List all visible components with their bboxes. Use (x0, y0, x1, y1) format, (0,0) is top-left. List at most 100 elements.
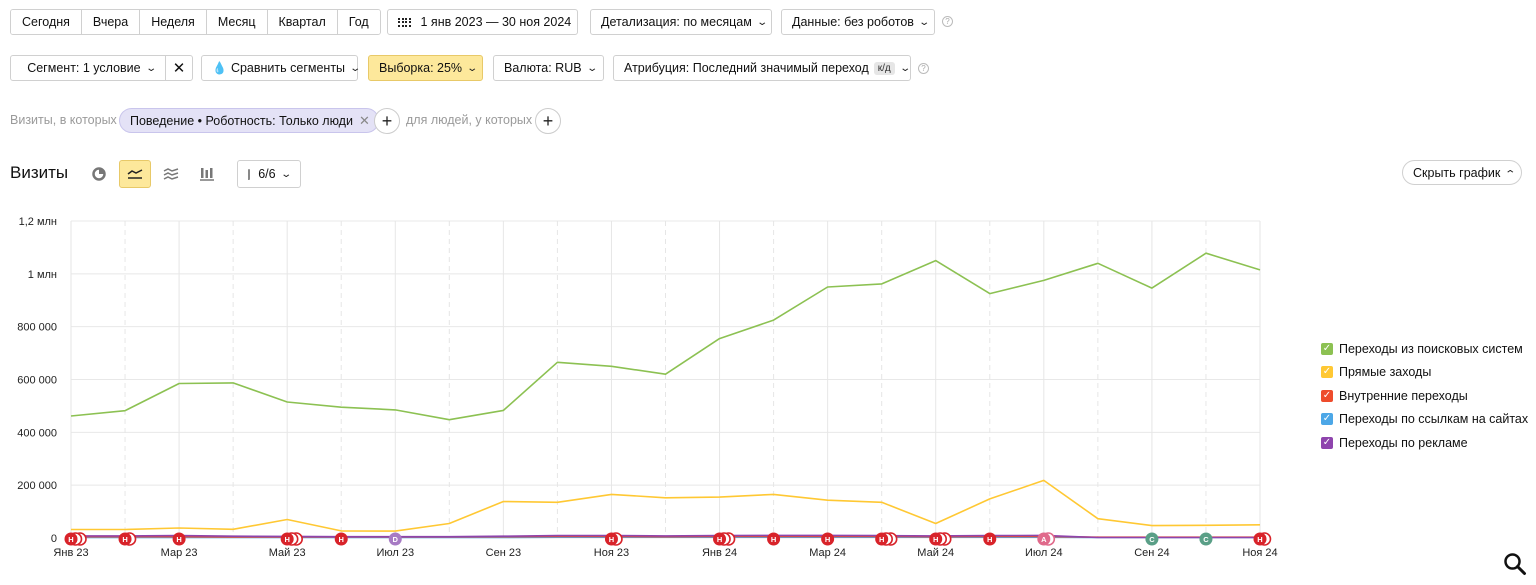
segment-label: Сегмент: 1 условие (27, 61, 141, 75)
period-month[interactable]: Месяц (206, 10, 268, 34)
y-tick-label: 200 000 (17, 480, 57, 492)
segment-clear-button[interactable]: ✕ (165, 55, 193, 81)
chevron-down-icon: ⌄ (466, 62, 479, 74)
detail-dropdown[interactable]: Детализация: по месяцам ⌄ (590, 9, 772, 35)
period-today[interactable]: Сегодня (11, 10, 82, 34)
checkbox-icon[interactable]: ✓ (1321, 413, 1333, 426)
hide-chart-label: Скрыть график (1413, 165, 1501, 180)
x-tick-label: Мар 24 (809, 547, 846, 559)
chevron-down-icon: ⌄ (144, 62, 157, 74)
period-quarter[interactable]: Квартал (267, 10, 338, 34)
bar-chart-toggle[interactable] (191, 160, 223, 188)
area-chart-toggle[interactable] (155, 160, 187, 188)
annotations-dropdown[interactable]: 6/6 ⌄ (237, 160, 301, 188)
annotation-marker (1199, 532, 1213, 546)
chevron-up-icon: ⌄ (1504, 167, 1517, 178)
annotation-marker (875, 532, 889, 546)
annotation-marker (280, 532, 294, 546)
series-line (71, 479, 1261, 532)
y-tick-label: 0 (51, 533, 57, 545)
period-yesterday[interactable]: Вчера (81, 10, 141, 34)
annotation-marker-label: Н (609, 535, 614, 544)
annotation-marker-label: Н (987, 535, 992, 544)
x-tick-label: Июл 24 (1025, 547, 1063, 559)
legend-item[interactable]: ✓ Переходы по рекламе (1321, 431, 1528, 455)
x-tick-label: Май 23 (269, 547, 306, 559)
series-line (71, 534, 1260, 539)
x-tick-label: Ноя 24 (1242, 547, 1277, 559)
annotation-marker (821, 532, 835, 546)
help-icon[interactable]: ? (942, 16, 953, 27)
y-tick-label: 1,2 млн (19, 216, 57, 228)
segment-dropdown[interactable]: Сегмент: 1 условие ⌄ (10, 55, 166, 81)
y-tick-label: 1 млн (28, 269, 57, 281)
x-tick-label: Мар 23 (161, 547, 198, 559)
sample-label: Выборка: 25% (379, 61, 463, 75)
attribution-dropdown[interactable]: Атрибуция: Последний значимый переход к/… (613, 55, 911, 81)
drops-icon: 💧 (212, 61, 227, 75)
legend-label: Внутренние переходы (1339, 388, 1468, 403)
period-week[interactable]: Неделя (140, 10, 207, 34)
period-selector: Сегодня Вчера Неделя Месяц Квартал Год (10, 9, 381, 35)
legend-item[interactable]: ✓ Прямые заходы (1321, 361, 1528, 385)
attribution-label: Атрибуция: Последний значимый переход (624, 61, 869, 75)
period-year[interactable]: Год (337, 10, 380, 34)
attribution-badge: к/д (873, 61, 895, 75)
annotations-count: 6/6 (258, 167, 276, 181)
annotation-marker-label: Н (122, 535, 127, 544)
help-icon[interactable]: ? (918, 63, 929, 74)
add-visit-condition-button[interactable]: + (374, 108, 400, 134)
chevron-down-icon: ⌄ (918, 16, 931, 28)
chart-title: Визиты (10, 163, 69, 182)
line-chart-toggle[interactable] (119, 160, 151, 188)
annotation-marker-label: Н (176, 535, 181, 544)
compare-label: Сравнить сегменты (230, 61, 346, 75)
add-people-condition-button[interactable]: + (535, 108, 561, 134)
chevron-down-icon: ⌄ (756, 16, 768, 28)
chevron-down-icon: ⌄ (899, 62, 911, 74)
annotation-marker-label: D (393, 535, 399, 544)
sample-dropdown[interactable]: Выборка: 25% ⌄ (368, 55, 483, 81)
x-tick-label: Ноя 23 (594, 547, 629, 559)
checkbox-icon[interactable]: ✓ (1321, 366, 1333, 379)
behavior-filter-chip[interactable]: Поведение • Роботность: Только люди ✕ (119, 108, 379, 133)
annotation-marker (334, 532, 348, 546)
annotation-marker-label: Н (339, 535, 344, 544)
data-filter-label: Данные: без роботов (792, 15, 914, 29)
checkbox-icon[interactable]: ✓ (1321, 436, 1333, 449)
behavior-chip-label: Поведение • Роботность: Только люди (130, 113, 353, 128)
annotation-marker (1253, 532, 1267, 546)
legend-label: Прямые заходы (1339, 365, 1432, 380)
visits-line-chart: 0 200 000 400 000 600 000 800 000 1 млн 1,2 мл… (17, 216, 1277, 559)
currency-dropdown[interactable]: Валюта: RUB ⌄ (493, 55, 604, 81)
annotation-marker (172, 532, 186, 546)
annotation-marker (1037, 532, 1051, 546)
pie-chart-toggle[interactable] (83, 160, 115, 188)
close-icon[interactable]: ✕ (358, 112, 370, 128)
y-tick-label: 600 000 (17, 375, 57, 387)
chevron-down-icon: ⌄ (349, 62, 362, 74)
annotation-marker (118, 532, 132, 546)
hide-chart-button[interactable]: Скрыть график ⌄ (1402, 160, 1522, 185)
annotation-marker-label: Н (1257, 535, 1262, 544)
currency-label: Валюта: RUB (504, 61, 582, 75)
search-icon[interactable] (1503, 552, 1527, 576)
legend-item[interactable]: ✓ Переходы из поисковых систем (1321, 337, 1528, 361)
annotation-marker-label: Н (771, 535, 776, 544)
date-range-button[interactable]: 1 янв 2023 — 30 ноя 2024 (387, 9, 578, 35)
checkbox-icon[interactable]: ✓ (1321, 342, 1333, 355)
x-tick-label: Сен 24 (1134, 547, 1169, 559)
x-tick-label: Сен 23 (486, 547, 521, 559)
legend-item[interactable]: ✓ Переходы по ссылкам на сайтах (1321, 408, 1528, 432)
chart-legend: ✓ Переходы из поисковых систем ✓ Прямые зах… (1321, 337, 1528, 455)
annotation-marker-label: Н (68, 535, 73, 544)
compare-segments-dropdown[interactable]: 💧 Сравнить сегменты ⌄ (201, 55, 362, 81)
checkbox-icon[interactable]: ✓ (1321, 389, 1333, 402)
calendar-icon (398, 17, 411, 27)
plus-icon: + (542, 110, 554, 131)
legend-item[interactable]: ✓ Внутренние переходы (1321, 384, 1528, 408)
annotation-marker-label: Н (933, 535, 938, 544)
data-filter-dropdown[interactable]: Данные: без роботов ⌄ (781, 9, 935, 35)
y-tick-label: 800 000 (17, 322, 57, 334)
chevron-down-icon: ⌄ (279, 168, 292, 180)
